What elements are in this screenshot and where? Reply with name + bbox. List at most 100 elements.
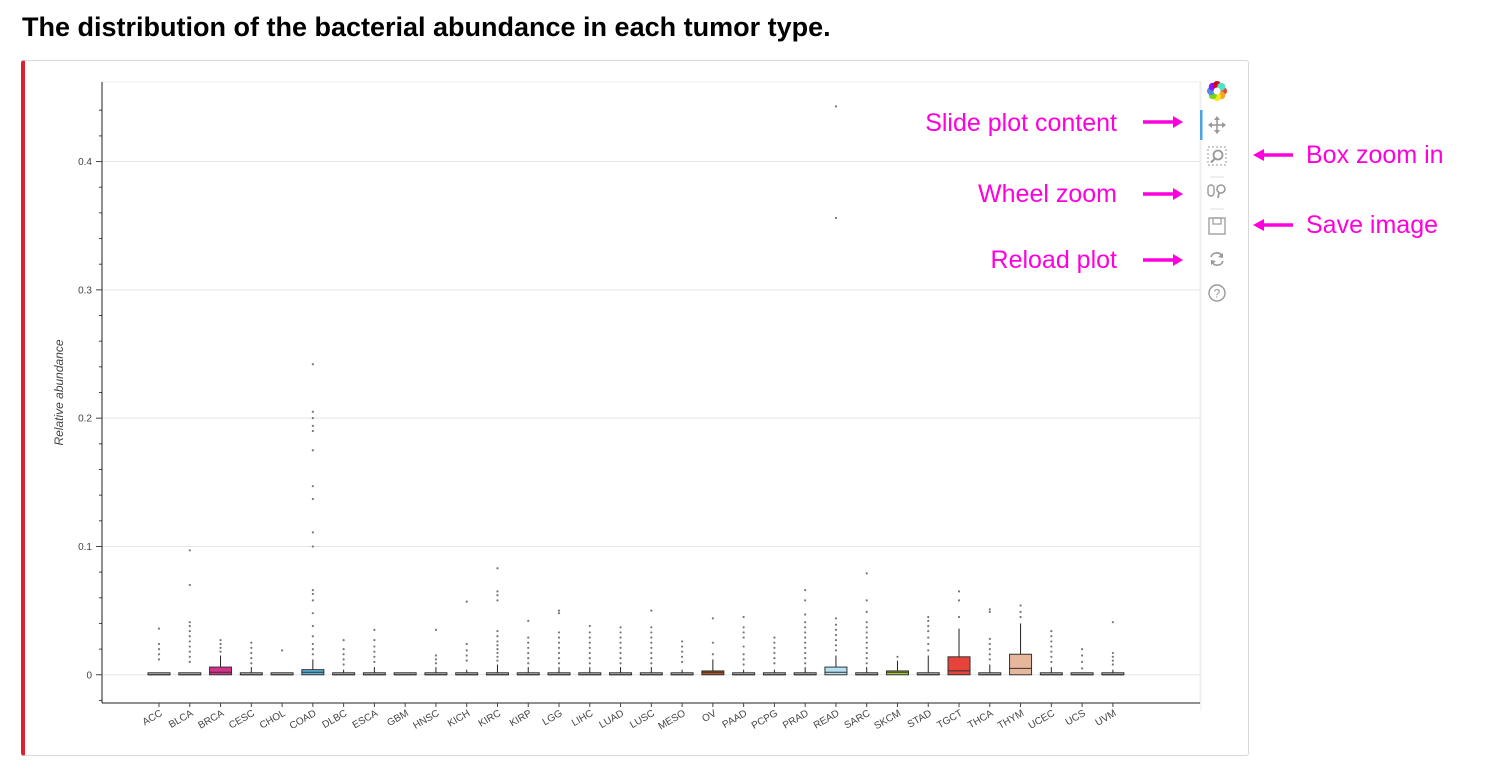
- x-tick-label: SKCM: [872, 708, 903, 732]
- outlier-point: [865, 636, 868, 639]
- outlier-point: [1111, 659, 1114, 662]
- box-cesc[interactable]: [239, 641, 263, 676]
- box-stad[interactable]: [916, 615, 940, 676]
- outlier-point: [588, 646, 591, 649]
- outlier-point: [188, 660, 191, 664]
- x-tick-label: LIHC: [570, 708, 595, 729]
- outlier-point: [804, 636, 807, 639]
- box-brca[interactable]: [209, 639, 233, 676]
- box-lgg[interactable]: [547, 609, 571, 676]
- x-tick-label: MESO: [657, 708, 688, 732]
- outlier-point: [496, 630, 499, 633]
- outlier-point: [742, 653, 745, 656]
- outlier-point: [650, 656, 653, 660]
- outlier-point: [527, 651, 530, 655]
- outlier-point: [311, 635, 314, 638]
- save-tool-icon[interactable]: [1208, 208, 1226, 235]
- box-tgct[interactable]: [947, 590, 971, 676]
- floppy-label: [1212, 217, 1222, 225]
- outlier-point: [496, 594, 499, 597]
- outlier-point: [865, 651, 868, 655]
- box-ov[interactable]: [701, 617, 725, 676]
- outlier-point: [434, 662, 438, 665]
- box-thym[interactable]: [1009, 604, 1033, 676]
- x-tick-label: CESC: [227, 708, 257, 731]
- box-blca[interactable]: [178, 549, 202, 676]
- box-acc[interactable]: [147, 627, 171, 676]
- box-dlbc[interactable]: [332, 639, 356, 676]
- box-hnsc[interactable]: [424, 628, 448, 676]
- wheel-zoom-tool-icon[interactable]: [1207, 176, 1226, 199]
- x-tick-label: KIRP: [508, 708, 534, 729]
- outlier-point: [1019, 610, 1022, 614]
- outlier-point: [834, 639, 838, 642]
- box-pcpg[interactable]: [762, 636, 786, 676]
- annotation-box-zoom: Box zoom in: [1306, 141, 1444, 169]
- box-gbm[interactable]: [393, 672, 417, 676]
- box-luad[interactable]: [609, 626, 633, 676]
- outlier-point: [619, 641, 622, 644]
- box-ucs[interactable]: [1070, 648, 1094, 676]
- outlier-point: [496, 648, 499, 651]
- box-sarc[interactable]: [855, 572, 879, 676]
- box-kirp[interactable]: [516, 619, 540, 676]
- outlier-point: [1050, 645, 1053, 648]
- pan-tool-icon[interactable]: [1208, 116, 1226, 134]
- outlier-point: [927, 642, 930, 646]
- box-body: [701, 670, 725, 676]
- outlier-point: [157, 642, 161, 646]
- box-esca[interactable]: [362, 628, 386, 676]
- help-tool-icon[interactable]: ?: [1208, 284, 1226, 302]
- box-skcm[interactable]: [885, 655, 909, 676]
- outlier-point: [188, 645, 191, 648]
- outlier-point: [650, 646, 653, 649]
- outlier-point: [188, 630, 191, 633]
- outlier-point: [311, 624, 314, 628]
- box-paad[interactable]: [732, 615, 756, 676]
- outlier-point: [588, 651, 591, 655]
- box-thca[interactable]: [978, 608, 1002, 676]
- outlier-point: [557, 609, 561, 612]
- outlier-point: [742, 658, 745, 661]
- plot-panel: 0 0.1 0.2 0.3 0.4 Relative abundance ACC BLCA BR…: [21, 60, 1249, 756]
- reset-tool-icon[interactable]: [1210, 252, 1224, 266]
- outlier-point: [834, 216, 838, 220]
- outlier-point: [619, 626, 622, 629]
- box-read[interactable]: [824, 105, 848, 676]
- box-kich[interactable]: [455, 600, 479, 676]
- outlier-point: [619, 646, 622, 649]
- box-prad[interactable]: [793, 588, 817, 676]
- x-tick-label: THYM: [996, 708, 1026, 732]
- outlier-point: [496, 599, 499, 602]
- outlier-point: [557, 651, 561, 655]
- y-tick-label: 0.2: [78, 414, 92, 425]
- outlier-point: [373, 650, 376, 653]
- box-chol[interactable]: [270, 649, 294, 676]
- outlier-point: [311, 612, 314, 615]
- outlier-point: [1111, 651, 1114, 655]
- box-lihc[interactable]: [578, 624, 602, 676]
- box-plot[interactable]: 0 0.1 0.2 0.3 0.4 Relative abundance ACC BLCA BR…: [25, 61, 1249, 755]
- outlier-point: [804, 662, 807, 665]
- outlier-point: [619, 656, 622, 660]
- outlier-point: [711, 617, 714, 620]
- box-uvm[interactable]: [1101, 621, 1125, 676]
- outlier-point: [1081, 654, 1084, 657]
- x-tick-label: PRAD: [781, 708, 811, 731]
- help-glyph: ?: [1214, 287, 1221, 301]
- outlier-point: [804, 631, 807, 634]
- box-zoom-annotation: Box zoom in: [1253, 141, 1444, 169]
- outlier-point: [804, 626, 807, 629]
- outlier-point: [773, 641, 776, 644]
- outlier-point: [865, 646, 868, 649]
- box-lusc[interactable]: [639, 609, 663, 676]
- box-meso[interactable]: [670, 640, 694, 676]
- box-zoom-tool-icon[interactable]: [1207, 146, 1227, 166]
- box-coad[interactable]: [301, 363, 325, 676]
- outlier-point: [804, 621, 807, 624]
- outlier-point: [1019, 615, 1022, 619]
- plot-frame: [101, 81, 1201, 704]
- box-kirc[interactable]: [485, 567, 509, 676]
- box-ucec[interactable]: [1039, 630, 1063, 676]
- outlier-point: [988, 658, 991, 661]
